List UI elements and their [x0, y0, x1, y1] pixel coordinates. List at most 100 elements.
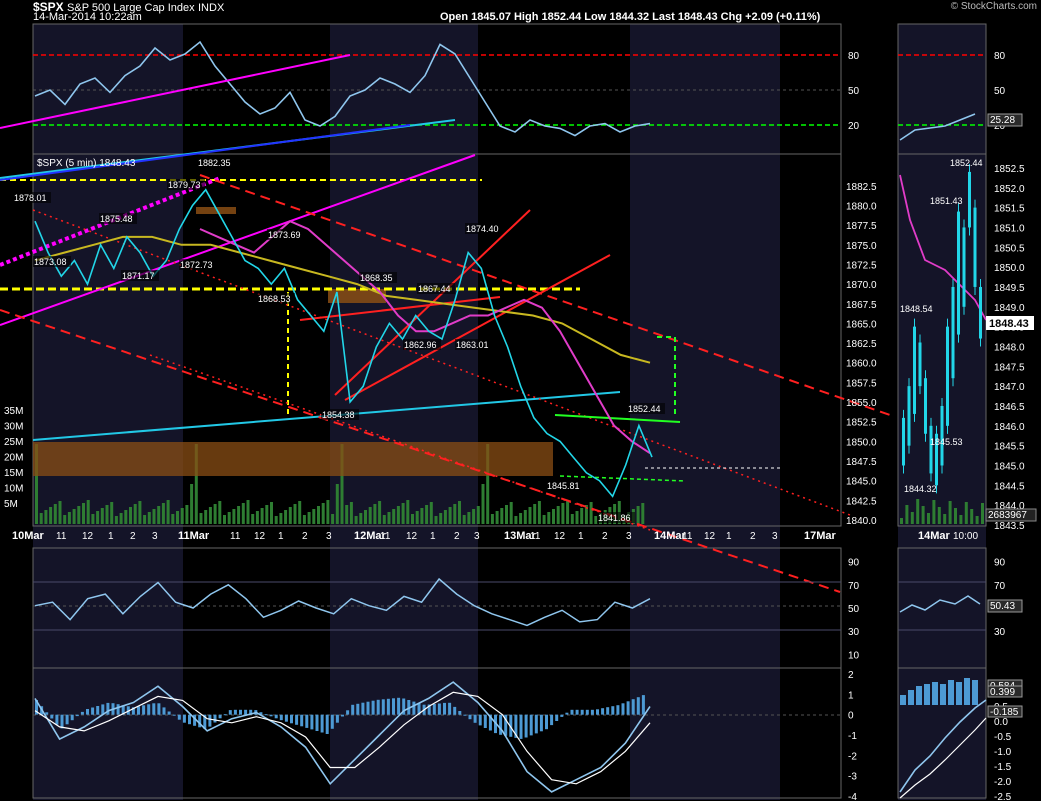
annotation-bg [267, 229, 305, 240]
volume-bar [368, 507, 372, 524]
volume-bar [392, 509, 396, 524]
macd-hist-bar [611, 706, 615, 715]
volume-bar [321, 503, 325, 524]
volume-bar [429, 502, 433, 524]
x-tick: 2 [130, 531, 136, 542]
volume-bar [302, 515, 306, 524]
annotation-bg [99, 213, 137, 224]
macd-hist-bar [381, 699, 385, 715]
volume-bar [194, 444, 198, 524]
volume-bar [345, 505, 349, 524]
side-candle [940, 405, 944, 466]
macd-hist-bar [636, 697, 640, 715]
volume-bar [49, 507, 53, 524]
volume-bar [312, 509, 316, 524]
volume-bar [274, 516, 278, 524]
rsi-top-tick: 20 [848, 121, 860, 132]
volume-bar [401, 503, 405, 524]
x-tick: 3 [474, 531, 480, 542]
macd-hist-bar [376, 699, 380, 715]
macd-hist-bar [590, 709, 594, 715]
macd-hist-bar [274, 714, 278, 719]
macd-hist-bar [371, 700, 375, 715]
rsi-top-right-tick: 80 [994, 51, 1006, 62]
annotation-bg [455, 339, 493, 350]
macd-hist-bar [157, 703, 161, 715]
side-candle [913, 326, 916, 414]
macd-tick: -4 [848, 792, 857, 801]
red-channel-top [199, 174, 891, 416]
side-price-tick: 1846.0 [994, 422, 1025, 433]
side-candles [900, 163, 984, 524]
macd-hist-bar [621, 703, 625, 715]
volume-tick: 20M [4, 453, 23, 464]
macd-hist-bar [315, 714, 319, 731]
macd-value-2: 0.399 [990, 687, 1015, 698]
volume-bar [161, 503, 165, 524]
x-tick: 12 [406, 531, 418, 542]
price-annotation: 1879.73 [168, 180, 201, 190]
macd-hist-bar [45, 712, 49, 715]
x-tick: 3 [152, 531, 158, 542]
volume-bar [636, 506, 640, 524]
x-tick: 12 [554, 531, 566, 542]
macd-hist-bar [91, 707, 95, 715]
macd-hist-bar [386, 698, 390, 715]
macd-hist-bar [545, 714, 548, 730]
macd-hist-bar [80, 711, 84, 715]
rsi-bottom-right-tick: 90 [994, 558, 1006, 569]
x-tick: 17Mar [804, 530, 837, 542]
chart-datetime: 14-Mar-2014 10:22am [33, 11, 142, 23]
volume-bar [331, 514, 335, 524]
x-tick: 11Mar [178, 530, 210, 542]
volume-bar [190, 484, 194, 524]
last-price: 1848.43 [989, 318, 1029, 330]
x-tick: 3 [772, 531, 778, 542]
annotation-bg [465, 223, 503, 234]
annotation-bg [13, 192, 51, 203]
side-annotation: 1844.32 [904, 484, 937, 494]
side-volume-bar [943, 514, 947, 524]
macd-hist-bar [325, 714, 329, 734]
x-tick: 3 [626, 531, 632, 542]
macd-hist-bar [147, 704, 151, 715]
price-annotation: 1875.48 [100, 214, 133, 224]
volume-bar [110, 502, 114, 524]
price-tick: 1845.0 [846, 477, 877, 488]
volume-bar [486, 444, 490, 524]
volume-bar [359, 513, 363, 524]
volume-bar [476, 506, 480, 524]
chart-symbol: $SPX S&P 500 Large Cap Index INDX [33, 0, 224, 14]
macd-hist-bar [290, 714, 293, 724]
side-price-tick: 1850.5 [994, 243, 1025, 254]
side-price-tick: 1844.5 [994, 481, 1025, 492]
volume-bar [100, 508, 104, 524]
macd-hist-bar [172, 714, 176, 716]
volume-bar [467, 512, 471, 524]
volume-bar [208, 507, 212, 524]
macd-hist-bar [397, 697, 401, 715]
side-volume: 2683967 [988, 510, 1027, 521]
volume-bar [133, 504, 137, 524]
side-annotation: 1845.53 [930, 437, 963, 447]
volume-bar [448, 507, 452, 524]
macd-hist-bar [50, 714, 54, 719]
volume-bar [537, 501, 541, 524]
volume-bar [279, 513, 283, 524]
volume-bar [260, 508, 264, 524]
volume-bar [114, 516, 118, 524]
volume-bar [584, 505, 588, 524]
macd-hist-bar [407, 700, 411, 715]
volume-bar [589, 502, 593, 524]
macd-hist-bar [101, 704, 105, 715]
green-resistance [554, 414, 681, 423]
annotation-bg [257, 293, 295, 304]
macd-hist-bar [606, 707, 610, 715]
volume-bar [317, 506, 320, 524]
volume-bar [425, 505, 429, 524]
macd-ticks: 2 1 0 -1 -2 -3 -4 [848, 670, 857, 801]
macd-hist-bar [534, 714, 538, 734]
volume-bar [307, 512, 311, 524]
annotation-bg [627, 403, 665, 414]
volume-bar [288, 507, 292, 524]
